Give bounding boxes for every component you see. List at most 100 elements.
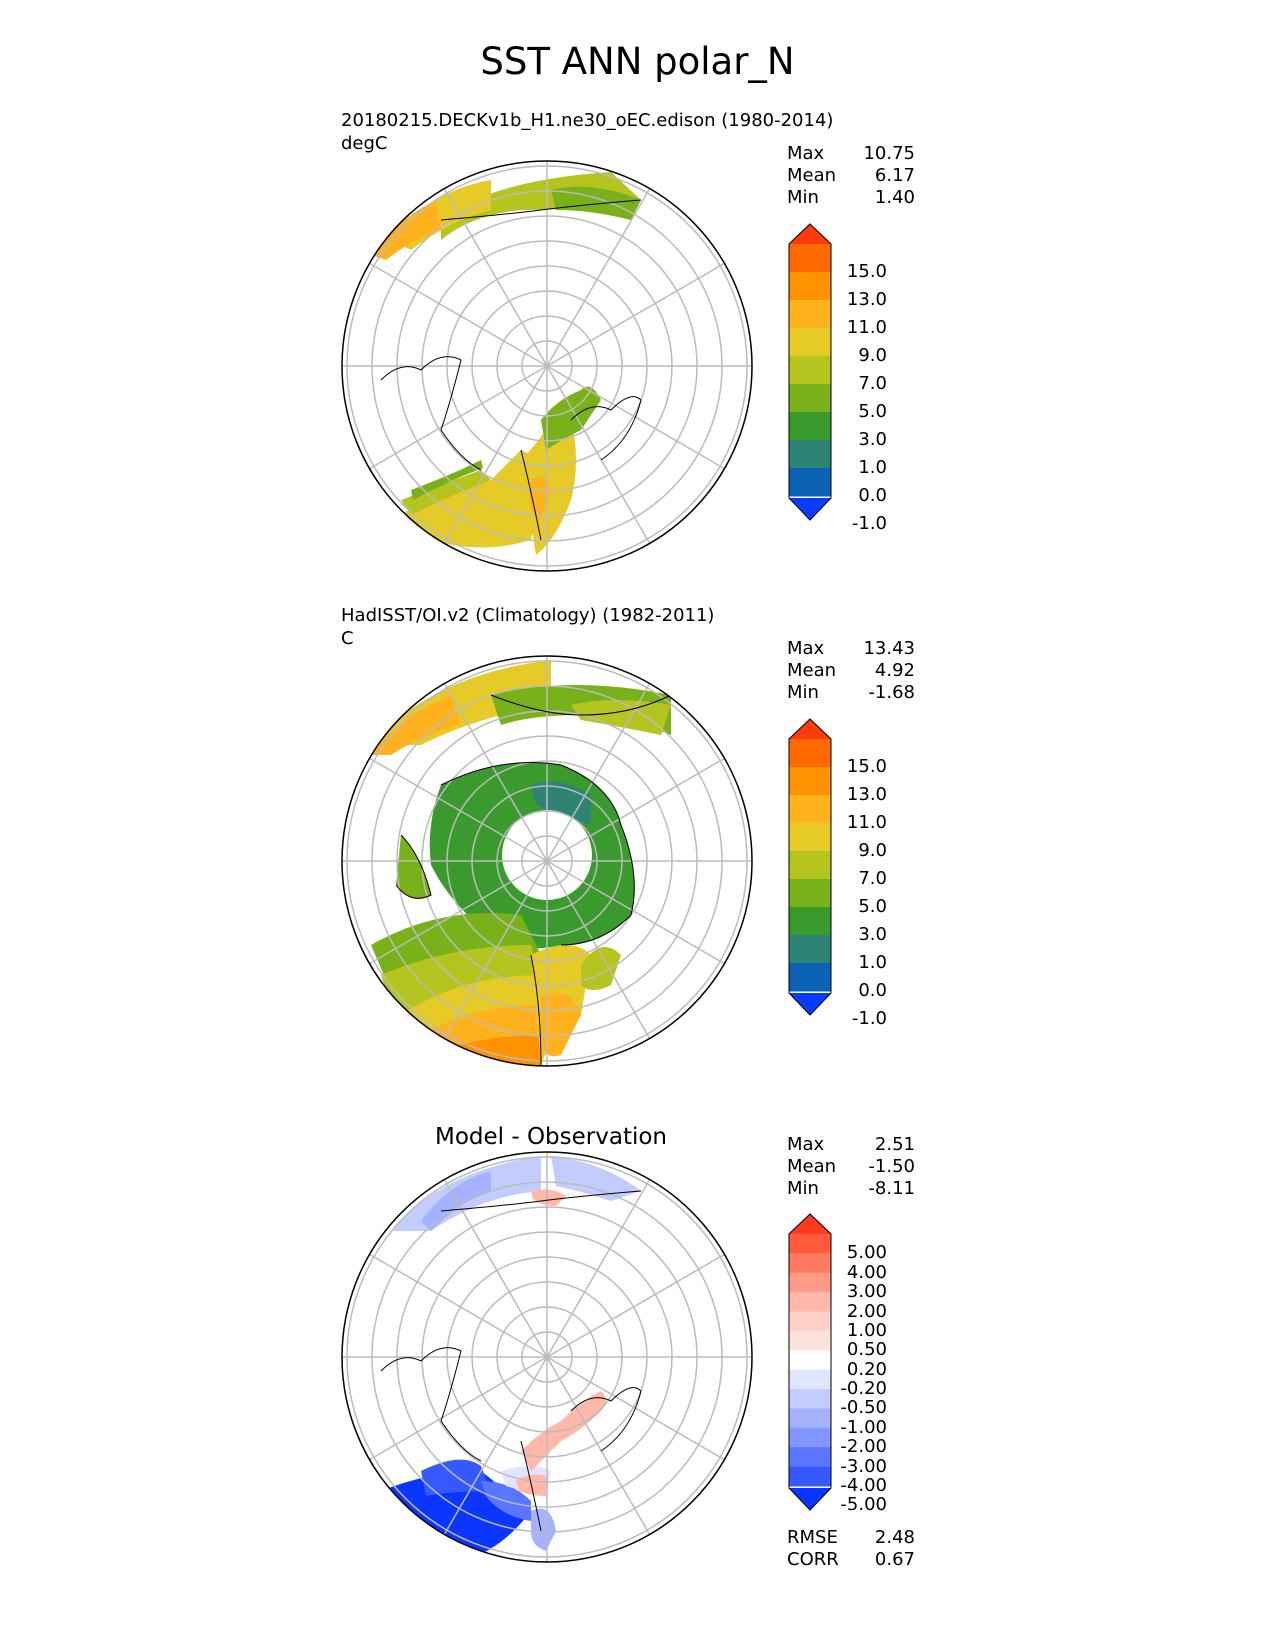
colorbar-segment (789, 739, 831, 768)
colorbar-tick-label: 0.0 (858, 485, 887, 506)
colorbar-tick-label: 1.00 (846, 1319, 887, 1341)
colorbar-tick-label: -2.00 (840, 1436, 887, 1458)
colorbar-segment (789, 1369, 831, 1390)
colorbar-segment (789, 1330, 831, 1351)
colorbar-segment (789, 468, 831, 497)
colorbar-graphic (788, 1213, 832, 1511)
colorbar-tick-label: 9.0 (858, 840, 887, 861)
colorbar-segment (789, 356, 831, 385)
panel1-sst-field (371, 172, 641, 555)
panel3-metric-corr: CORR 0.67 (787, 1549, 915, 1570)
colorbar-segment (789, 907, 831, 936)
colorbar-extend-min (789, 993, 831, 1015)
colorbar-segment (789, 412, 831, 441)
colorbar-tick-label: 11.0 (846, 812, 887, 833)
colorbar-segment (789, 1466, 831, 1487)
colorbar-segment (789, 1272, 831, 1293)
panel1-stat-mean: Mean 6.17 (787, 165, 915, 186)
colorbar-segment (789, 1311, 831, 1332)
colorbar-tick-label: -5.00 (840, 1494, 887, 1516)
panel2-stat-max: Max 13.43 (787, 638, 915, 659)
colorbar-extend-max (789, 1214, 831, 1234)
colorbar-segment (789, 935, 831, 964)
panel2-stats: Max 13.43 Mean 4.92 Min -1.68 (787, 638, 915, 704)
panel1-graticule (342, 161, 752, 571)
colorbar-tick-label: 3.0 (858, 429, 887, 450)
colorbar-tick-label: -3.00 (840, 1455, 887, 1477)
panel2-graticule (342, 656, 752, 1066)
colorbar-segment (789, 963, 831, 992)
colorbar-segment (789, 300, 831, 329)
colorbar-tick-label: 3.00 (846, 1281, 887, 1303)
colorbar-tick-label: 9.0 (858, 345, 887, 366)
panel3-metrics: RMSE 2.48 CORR 0.67 (787, 1527, 915, 1571)
colorbar-tick-label: 5.0 (858, 896, 887, 917)
panel3-stat-min: Min -8.11 (787, 1178, 915, 1199)
colorbar-extend-min (789, 498, 831, 520)
panel1-coastlines (380, 199, 642, 541)
panel1-stat-min: Min 1.40 (787, 187, 915, 208)
panel3-title: Model - Observation (434, 1124, 668, 1150)
panel2-title: HadISST/OI.v2 (Climatology) (1982-2011) (341, 605, 715, 626)
panel2-units: C (341, 628, 354, 649)
colorbar-tick-label: 15.0 (846, 261, 887, 282)
panel2-stat-mean: Mean 4.92 (787, 660, 915, 681)
colorbar-graphic (788, 718, 832, 1016)
panel3-stat-mean: Mean -1.50 (787, 1156, 915, 1177)
colorbar-tick-label: -0.20 (840, 1378, 887, 1400)
colorbar-tick-label: -4.00 (840, 1475, 887, 1496)
colorbar-segment (789, 1447, 831, 1468)
panel2-colorbar: 15.0 13.0 11.0 9.0 7.0 5.0 3.0 1.0 0.0 -1.0 (787, 717, 927, 1028)
figure-title: SST ANN polar_N (480, 40, 795, 83)
colorbar-tick-label: -1.0 (851, 1008, 887, 1029)
colorbar-tick-label: 7.0 (858, 868, 887, 889)
panel3-coastlines (380, 1190, 642, 1532)
colorbar-tick-label: 0.0 (858, 980, 887, 1001)
colorbar-tick-label: 5.0 (858, 401, 887, 422)
panel3-colorbar: 5.00 4.00 3.00 2.00 1.00 0.50 0.20 -0.20 -0.50 -1… (787, 1212, 927, 1514)
colorbar-tick-label: 13.0 (846, 289, 887, 310)
colorbar-tick-label: 2.00 (846, 1300, 887, 1322)
colorbar-tick-label: 7.0 (858, 373, 887, 394)
panel3-polar-map (341, 1151, 753, 1563)
colorbar-tick-label: 1.0 (858, 952, 887, 973)
panel3-stats: Max 2.51 Mean -1.50 Min -8.11 (787, 1134, 915, 1200)
colorbar-tick-label: -1.00 (840, 1416, 887, 1438)
colorbar-segment (789, 767, 831, 796)
panel1-polar-map (341, 160, 753, 572)
panel1-stat-max: Max 10.75 (787, 143, 915, 164)
colorbar-segment (789, 1350, 831, 1371)
colorbar-segment (789, 440, 831, 469)
colorbar-tick-label: 11.0 (846, 317, 887, 338)
colorbar-segment (789, 823, 831, 852)
panel1-title: 20180215.DECKv1b_H1.ne30_oEC.edison (198… (341, 110, 834, 131)
colorbar-graphic (788, 223, 832, 521)
colorbar-segment (789, 244, 831, 273)
colorbar-tick-label: 13.0 (846, 784, 887, 805)
colorbar-segment (789, 1408, 831, 1429)
panel1-units: degC (341, 133, 388, 154)
panel2-polar-map (341, 655, 753, 1067)
colorbar-tick-label: 5.00 (846, 1242, 887, 1264)
colorbar-segment (789, 879, 831, 908)
colorbar-extend-min (789, 1488, 831, 1510)
panel3-stat-max: Max 2.51 (787, 1134, 915, 1155)
colorbar-tick-label: 3.0 (858, 924, 887, 945)
colorbar-segment (789, 851, 831, 880)
colorbar-segment (789, 1389, 831, 1409)
panel3-diff-field (381, 1156, 641, 1561)
colorbar-tick-label: -1.0 (851, 513, 887, 534)
panel3-graticule (342, 1152, 752, 1562)
panel3-metric-rmse: RMSE 2.48 (787, 1527, 915, 1548)
colorbar-tick-label: 15.0 (846, 756, 887, 777)
colorbar-segment (789, 384, 831, 413)
panel1-stats: Max 10.75 Mean 6.17 Min 1.40 (787, 143, 915, 209)
colorbar-extend-max (789, 719, 831, 739)
colorbar-tick-label: 0.20 (846, 1358, 887, 1380)
panel2-stat-min: Min -1.68 (787, 682, 915, 703)
panel1-colorbar: 15.0 13.0 11.0 9.0 7.0 5.0 3.0 1.0 0.0 -1.0 (787, 222, 927, 533)
panel2-coastlines (395, 694, 672, 1066)
colorbar-segment (789, 328, 831, 357)
colorbar-tick-label: 1.0 (858, 457, 887, 478)
colorbar-segment (789, 795, 831, 824)
